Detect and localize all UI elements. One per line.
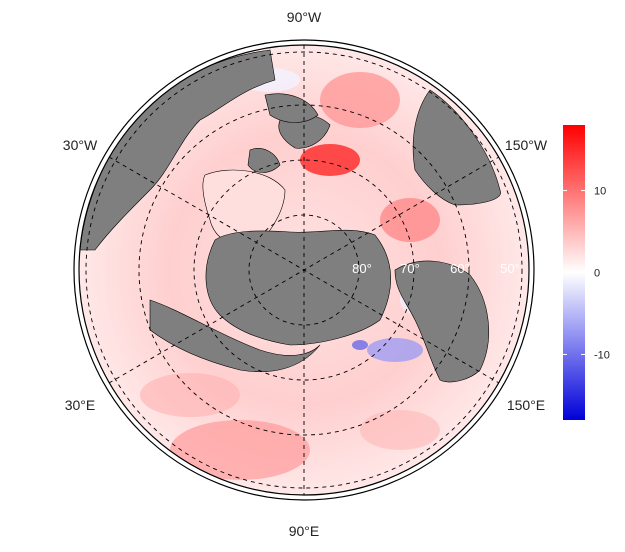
lon-label-90w: 90°W	[287, 9, 322, 25]
lon-label-90e: 90°E	[289, 523, 320, 539]
graticule	[85, 45, 523, 495]
lon-label-30w: 30°W	[63, 137, 98, 153]
lat-label-70: 70°	[400, 261, 420, 276]
colorbar-tick-label: -10	[594, 349, 610, 361]
colorbar: 10 0 -10	[563, 125, 610, 420]
colorbar-gradient	[563, 125, 585, 420]
lon-label-30e: 30°E	[65, 397, 96, 413]
lon-label-150e: 150°E	[507, 397, 545, 413]
lat-label-60: 60°	[450, 261, 470, 276]
land	[79, 49, 501, 383]
colorbar-tick-label: 10	[594, 186, 606, 198]
lon-label-150w: 150°W	[505, 137, 548, 153]
lat-label-80: 80°	[352, 261, 372, 276]
lat-label-50: 50°	[500, 261, 520, 276]
colorbar-tick-label: 0	[594, 268, 600, 280]
